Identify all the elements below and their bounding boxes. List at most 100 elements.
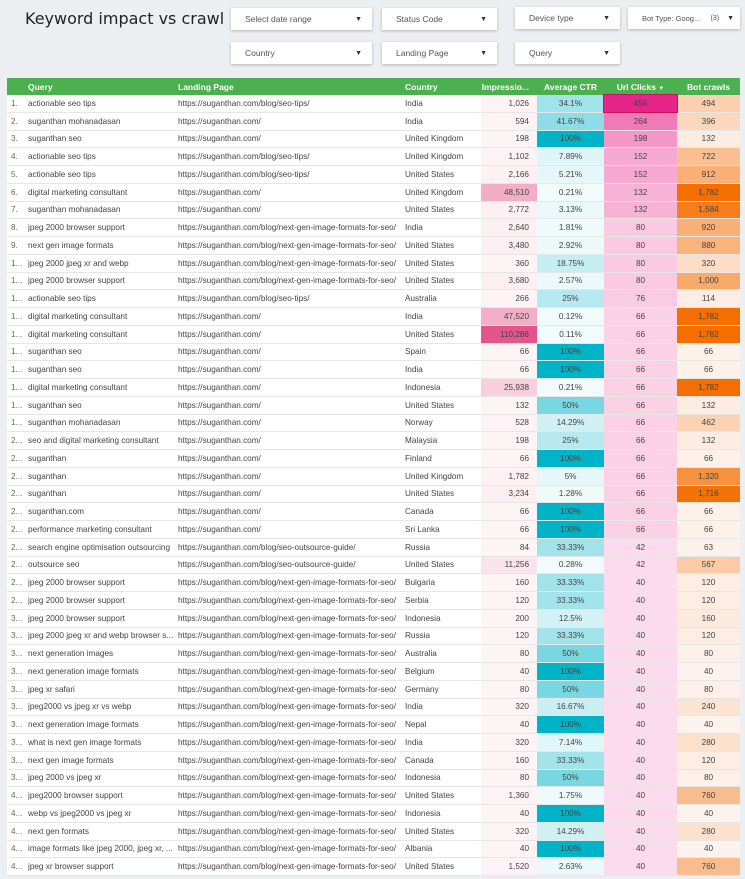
header-country[interactable]: Country: [405, 78, 481, 95]
impressions-cell: 1,782: [481, 467, 537, 486]
table-row[interactable]: 2... jpeg 2000 browser support https://sug…: [7, 591, 740, 610]
table-row[interactable]: 2... search engine optimisation outsourci…: [7, 538, 740, 557]
average-ctr-cell: 33.33%: [537, 751, 604, 770]
table-row[interactable]: 2... suganthan https://suganthan.com/Unite…: [7, 485, 740, 504]
table-row[interactable]: 1... suganthan seo https://suganthan.com/I…: [7, 360, 740, 379]
average-ctr-cell: 50%: [537, 644, 604, 663]
table-row[interactable]: 3... next generation image formats https:/…: [7, 662, 740, 681]
table-row[interactable]: 2... seo and digital marketing consultant…: [7, 431, 740, 450]
table-row[interactable]: 2... suganthan https://suganthan.com/Finla…: [7, 449, 740, 468]
url-clicks-cell: 40: [604, 573, 677, 592]
table-row[interactable]: 2... outsource seo https://suganthan.com/b…: [7, 556, 740, 575]
impressions-cell: 266: [481, 289, 537, 308]
table-row[interactable]: 1... suganthan seo https://suganthan.com/U…: [7, 396, 740, 415]
header-average-ctr[interactable]: Average CTR: [537, 78, 604, 95]
rank-cell: 4...: [7, 786, 28, 805]
table-row[interactable]: 1. actionable seo tips https://suganthan.c…: [7, 93, 740, 114]
table-row[interactable]: 4... jpeg2000 browser support https://suga…: [7, 786, 740, 805]
table-row[interactable]: 1... jpeg 2000 jpeg xr and webp https://su…: [7, 254, 740, 273]
impressions-cell: 40: [481, 662, 537, 681]
bot-crawls-cell: 396: [677, 112, 740, 131]
url-clicks-cell: 66: [604, 520, 677, 539]
query-filter[interactable]: Query ▼: [515, 42, 620, 64]
query-cell: next gen image formats: [28, 751, 178, 770]
landing-page-cell: https://suganthan.com/: [178, 378, 405, 397]
device-type-filter[interactable]: Device type ▼: [515, 7, 620, 29]
url-clicks-cell: 80: [604, 272, 677, 291]
url-clicks-cell: 66: [604, 467, 677, 486]
bot-crawls-cell: 280: [677, 733, 740, 752]
table-row[interactable]: 1... digital marketing consultant https://…: [7, 378, 740, 397]
table-row[interactable]: 4... next gen formats https://suganthan.co…: [7, 822, 740, 841]
country-cell: Indonesia: [405, 769, 481, 788]
table-row[interactable]: 3... jpeg 2000 vs jpeg xr https://sugantha…: [7, 769, 740, 788]
country-filter[interactable]: Country ▼: [231, 42, 372, 64]
table-row[interactable]: 2... jpeg 2000 browser support https://sug…: [7, 573, 740, 592]
table-row[interactable]: 2... suganthan.com https://suganthan.com/C…: [7, 502, 740, 521]
landing-page-cell: https://suganthan.com/blog/seo-tips/: [178, 95, 405, 113]
table-row[interactable]: 6. digital marketing consultant https://su…: [7, 183, 740, 202]
bot-type-filter[interactable]: Bot Type: Goog... (3) ▼: [628, 7, 740, 29]
average-ctr-cell: 33.33%: [537, 538, 604, 557]
table-row[interactable]: 3... jpeg2000 vs jpeg xr vs webp https://s…: [7, 698, 740, 717]
bot-crawls-cell: 1,000: [677, 272, 740, 291]
landing-page-cell: https://suganthan.com/blog/next-gen-imag…: [178, 733, 405, 752]
impressions-cell: 1,026: [481, 95, 537, 113]
table-row[interactable]: 1... suganthan mohanadasan https://suganth…: [7, 414, 740, 433]
table-row[interactable]: 8. jpeg 2000 browser support https://sugan…: [7, 218, 740, 237]
table-row[interactable]: 2... performance marketing consultant http…: [7, 520, 740, 539]
rank-cell: 4...: [7, 804, 28, 823]
table-row[interactable]: 4. actionable seo tips https://suganthan.c…: [7, 147, 740, 166]
table-row[interactable]: 3... next gen image formats https://sugant…: [7, 751, 740, 770]
table-row[interactable]: 3... next generation images https://sugant…: [7, 644, 740, 663]
url-clicks-cell: 80: [604, 236, 677, 255]
bot-crawls-cell: 80: [677, 769, 740, 788]
impressions-cell: 1,520: [481, 857, 537, 876]
header-query[interactable]: Query: [28, 78, 178, 95]
table-row[interactable]: 3. suganthan seo https://suganthan.com/Uni…: [7, 130, 740, 149]
landing-page-cell: https://suganthan.com/blog/seo-tips/: [178, 289, 405, 308]
country-cell: Sri Lanka: [405, 520, 481, 539]
table-row[interactable]: 7. suganthan mohanadasan https://suganthan…: [7, 201, 740, 220]
header-bot-crawls[interactable]: Bot crawls: [677, 78, 740, 95]
url-clicks-cell: 152: [604, 165, 677, 184]
table-row[interactable]: 3... jpeg xr safari https://suganthan.com/…: [7, 680, 740, 699]
header-url-clicks[interactable]: Url Clicks ▼: [604, 78, 677, 95]
table-row[interactable]: 3... what is next gen image formats https:…: [7, 733, 740, 752]
query-cell: suganthan: [28, 449, 178, 468]
table-row[interactable]: 4... webp vs jpeg2000 vs jpeg xr https://s…: [7, 804, 740, 823]
average-ctr-cell: 33.33%: [537, 591, 604, 610]
table-row[interactable]: 2... suganthan https://suganthan.com/Unite…: [7, 467, 740, 486]
header-impressions[interactable]: Impressio...: [481, 78, 537, 95]
table-row[interactable]: 3... next generation image formats https:/…: [7, 715, 740, 734]
sort-desc-icon: ▼: [658, 85, 665, 92]
rank-cell: 4...: [7, 822, 28, 841]
query-cell: suganthan seo: [28, 130, 178, 149]
country-cell: United States: [405, 786, 481, 805]
table-row[interactable]: 4... jpeg xr browser support https://sugan…: [7, 857, 740, 876]
url-clicks-cell: 40: [604, 733, 677, 752]
url-clicks-cell: 132: [604, 183, 677, 202]
rank-cell: 1...: [7, 272, 28, 291]
table-row[interactable]: 2. suganthan mohanadasan https://suganthan…: [7, 112, 740, 131]
landing-page-cell: https://suganthan.com/: [178, 502, 405, 521]
url-clicks-cell: 40: [604, 840, 677, 859]
status-code-filter[interactable]: Status Code ▼: [382, 8, 497, 30]
table-row[interactable]: 1... actionable seo tips https://suganthan…: [7, 289, 740, 308]
landing-page-cell: https://suganthan.com/: [178, 183, 405, 202]
table-row[interactable]: 1... jpeg 2000 browser support https://sug…: [7, 272, 740, 291]
landing-page-filter[interactable]: Landing Page ▼: [382, 42, 497, 64]
table-row[interactable]: 5. actionable seo tips https://suganthan.c…: [7, 165, 740, 184]
table-row[interactable]: 9. next gen image formats https://sugantha…: [7, 236, 740, 255]
table-row[interactable]: 3... jpeg 2000 browser support https://sug…: [7, 609, 740, 628]
rank-cell: 3...: [7, 751, 28, 770]
table-row[interactable]: 1... suganthan seo https://suganthan.com/S…: [7, 343, 740, 362]
impressions-cell: 11,256: [481, 556, 537, 575]
date-range-filter[interactable]: Select date range ▼: [231, 8, 372, 30]
table-row[interactable]: 4... image formats like jpeg 2000, jpeg x…: [7, 840, 740, 859]
table-row[interactable]: 3... jpeg 2000 jpeg xr and webp browser s…: [7, 627, 740, 646]
landing-page-cell: https://suganthan.com/blog/seo-tips/: [178, 147, 405, 166]
header-landing-page[interactable]: Landing Page: [178, 78, 405, 95]
table-row[interactable]: 1... digital marketing consultant https://…: [7, 307, 740, 326]
table-row[interactable]: 1... digital marketing consultant https://…: [7, 325, 740, 344]
